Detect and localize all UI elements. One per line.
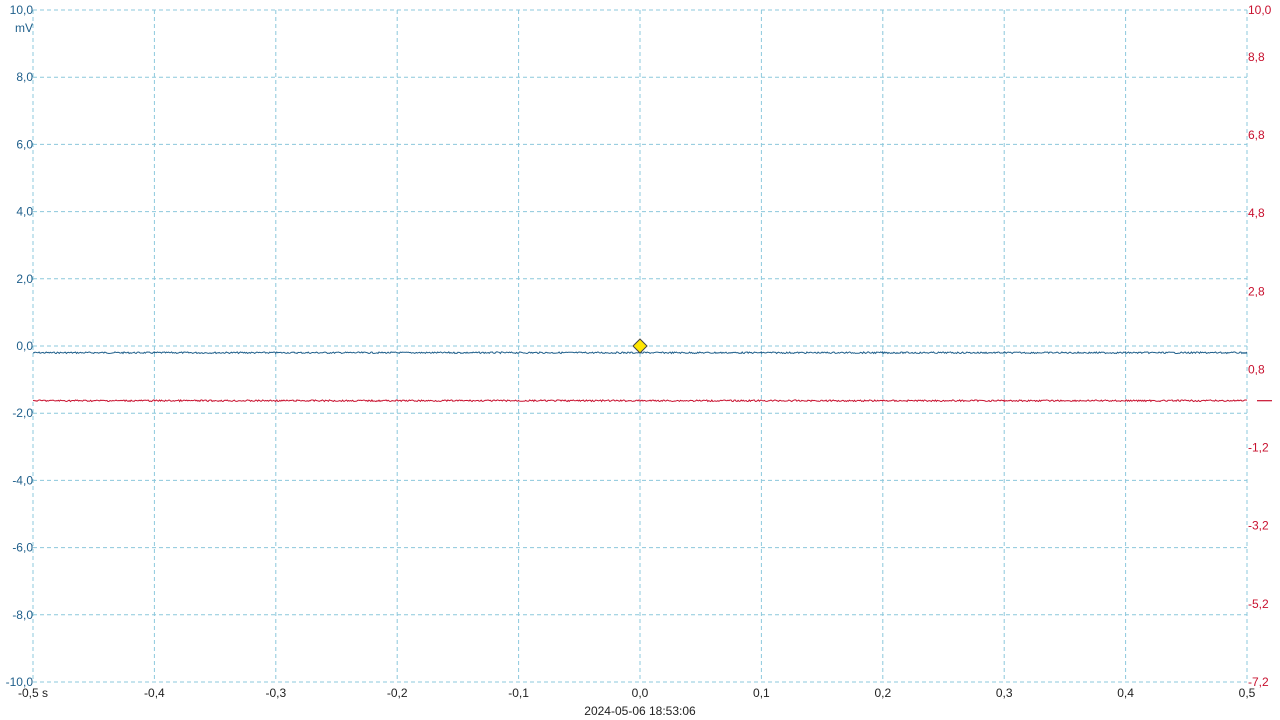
- left-y-tick-label: 0,0: [16, 339, 33, 353]
- x-tick-label: 0,3: [996, 686, 1013, 700]
- right-y-tick-label: 10,0: [1248, 3, 1272, 17]
- left-y-tick-label: 2,0: [16, 272, 33, 286]
- axis-labels: -0,5 s -0,4 -0,3 -0,2 -0,1 0,0 0,1 0,2 0,3 0,4 0,5…: [6, 3, 1272, 700]
- right-y-tick-label: 0,8: [1248, 362, 1265, 376]
- left-y-tick-label: -10,0: [6, 675, 34, 689]
- right-y-tick-label: 8,8: [1248, 50, 1265, 64]
- left-y-tick-label: -2,0: [12, 406, 33, 420]
- right-y-tick-label: -7,2: [1248, 675, 1269, 689]
- right-y-tick-label: -5,2: [1248, 597, 1269, 611]
- right-y-tick-label: 2,8: [1248, 284, 1265, 298]
- left-y-tick-label: 6,0: [16, 137, 33, 151]
- left-axis-unit: mV: [15, 21, 33, 35]
- left-y-tick-label: 8,0: [16, 70, 33, 84]
- traces: [32, 338, 1248, 403]
- x-tick-label: 0,5: [1239, 686, 1256, 700]
- left-y-tick-label: -8,0: [12, 608, 33, 622]
- left-y-tick-label: 10,0: [10, 3, 34, 17]
- x-tick-label: -0,2: [387, 686, 408, 700]
- x-tick-label: 0,1: [753, 686, 770, 700]
- trigger-marker[interactable]: [632, 338, 648, 354]
- right-y-tick-label: 4,8: [1248, 206, 1265, 220]
- grid: [32, 9, 1248, 683]
- timestamp: 2024-05-06 18:53:06: [584, 704, 696, 718]
- x-tick-label: 0,0: [632, 686, 649, 700]
- x-tick-label: 0,2: [874, 686, 891, 700]
- left-y-tick-label: 4,0: [16, 205, 33, 219]
- series-line-red: [32, 398, 1248, 403]
- x-tick-label: -0,3: [265, 686, 286, 700]
- left-y-tick-label: -4,0: [12, 473, 33, 487]
- right-axis-unit: mV: [1248, 0, 1266, 1]
- x-tick-label: -0,4: [144, 686, 165, 700]
- right-y-tick-label: 6,8: [1248, 128, 1265, 142]
- left-y-tick-label: -6,0: [12, 541, 33, 555]
- right-y-tick-label: -3,2: [1248, 519, 1269, 533]
- x-tick-label: 0,4: [1117, 686, 1134, 700]
- x-tick-label: -0,1: [508, 686, 529, 700]
- right-y-tick-label: -1,2: [1248, 441, 1269, 455]
- x-tick-label: -0,5 s: [18, 686, 48, 700]
